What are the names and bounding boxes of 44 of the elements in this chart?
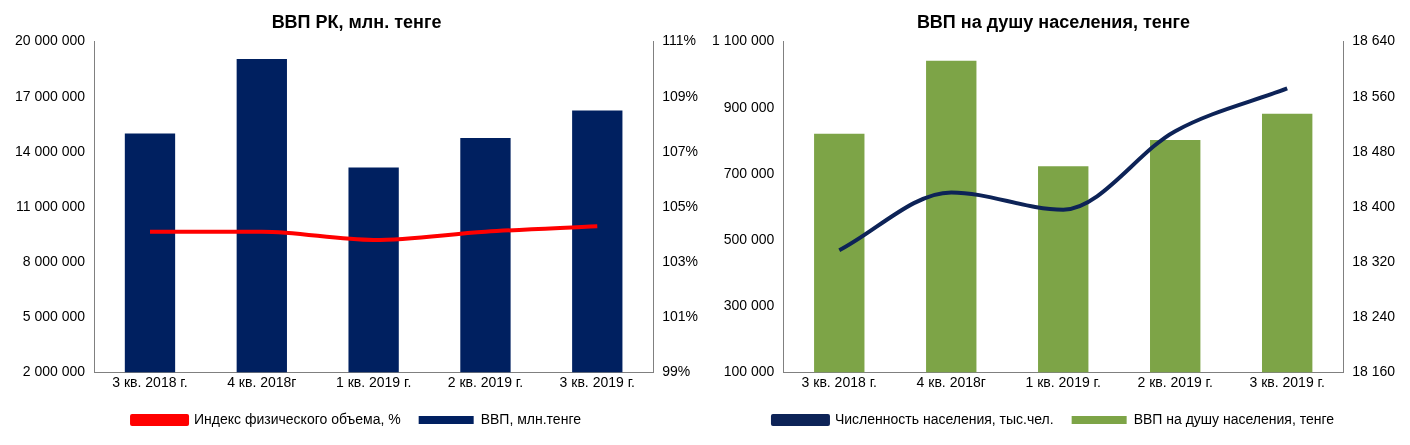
y2-tick-label: 111% <box>662 32 696 49</box>
x-tick-label: 1 кв. 2019 г. <box>335 374 412 391</box>
y2-tick-label: 18 560 <box>1352 87 1396 104</box>
chart-title: ВВП на душу населения, тенге <box>916 11 1191 32</box>
y-tick-label: 14 000 000 <box>14 142 86 159</box>
x-tick-label: 1 кв. 2019 г. <box>1025 374 1101 391</box>
legend-label: ВВП на душу населения, тенге <box>1133 410 1335 427</box>
chart-title: ВВП РК, млн. тенге <box>271 11 442 32</box>
x-tick-label: 2 кв. 2019 г. <box>1137 374 1213 391</box>
y-tick-label: 11 000 000 <box>16 197 86 214</box>
y-tick-label: 500 000 <box>723 230 775 247</box>
y2-tick-label: 18 400 <box>1352 197 1396 214</box>
y-tick-label: 17 000 000 <box>14 87 86 104</box>
y-tick-label: 300 000 <box>723 296 775 313</box>
x-tick-label: 3 кв. 2018 г. <box>801 374 877 391</box>
y2-tick-label: 18 320 <box>1352 252 1396 269</box>
y2-tick-label: 105% <box>662 197 699 214</box>
x-tick-label: 4 кв. 2018г <box>916 374 986 391</box>
line-series <box>837 86 1290 253</box>
y2-tick-label: 103% <box>662 252 699 269</box>
y2-tick-label: 109% <box>662 87 699 104</box>
y-tick-label: 5 000 000 <box>22 307 86 324</box>
y2-tick-label: 18 240 <box>1352 307 1396 324</box>
y2-tick-label: 107% <box>662 142 699 159</box>
y-tick-label: 20 000 000 <box>14 32 86 49</box>
y-tick-label: 2 000 000 <box>22 363 86 380</box>
y2-tick-label: 18 480 <box>1352 142 1396 159</box>
y-tick-label: 1 100 000 <box>711 32 775 49</box>
y-tick-label: 8 000 000 <box>22 252 86 269</box>
legend-label: ВВП, млн.тенге <box>480 410 582 427</box>
x-tick-label: 3 кв. 2018 г. <box>112 374 188 391</box>
x-tick-label: 2 кв. 2019 г. <box>447 374 524 391</box>
x-tick-label: 3 кв. 2019 г. <box>1249 374 1325 391</box>
y-tick-label: 100 000 <box>723 363 775 380</box>
y-tick-label: 700 000 <box>723 164 775 181</box>
y2-tick-label: 18 160 <box>1352 363 1396 380</box>
y2-tick-label: 101% <box>662 307 699 324</box>
x-tick-label: 3 кв. 2019 г. <box>559 374 635 391</box>
legend-label: Индекс физического объема, % <box>194 410 401 427</box>
x-tick-label: 4 кв. 2018г <box>227 374 297 391</box>
legend-label: Численность населения, тыс.чел. <box>834 410 1054 427</box>
y2-tick-label: 18 640 <box>1352 32 1396 49</box>
y2-tick-label: 99% <box>662 363 691 380</box>
y-tick-label: 900 000 <box>723 98 775 115</box>
